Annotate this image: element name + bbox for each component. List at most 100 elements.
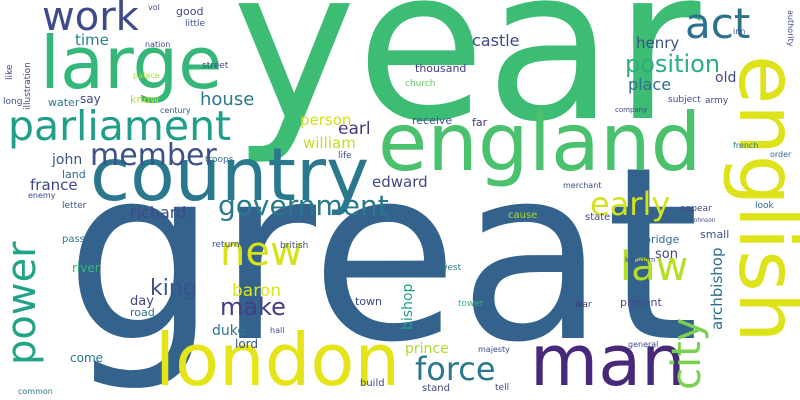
- word: large: [40, 21, 222, 105]
- word: france: [30, 176, 78, 194]
- word: far: [472, 116, 488, 129]
- word: parliament: [8, 102, 231, 150]
- word: land: [62, 168, 86, 181]
- word: baron: [232, 281, 281, 301]
- word: appear: [680, 204, 712, 214]
- word: water: [48, 96, 80, 109]
- word: william: [303, 134, 356, 152]
- word: church: [405, 79, 436, 89]
- word: little: [185, 19, 206, 29]
- word: king: [150, 276, 197, 301]
- word: country: [90, 133, 369, 218]
- word: earl: [338, 119, 371, 139]
- word: year: [232, 0, 701, 168]
- word: lord: [235, 337, 258, 351]
- word: make: [220, 293, 286, 321]
- word: look: [755, 201, 775, 211]
- word: johnson: [691, 217, 716, 224]
- word: man: [530, 320, 685, 400]
- word: return: [212, 240, 240, 250]
- word: hall: [270, 326, 284, 335]
- word: palace: [133, 71, 160, 80]
- word: government: [218, 189, 389, 222]
- word: army: [705, 96, 729, 106]
- word: enemy: [28, 191, 56, 200]
- word: city: [664, 318, 710, 390]
- word: place: [628, 75, 671, 94]
- word: law: [620, 244, 688, 290]
- word: time: [75, 31, 109, 49]
- word: british: [280, 241, 308, 251]
- word: authority: [786, 10, 795, 47]
- word: force: [415, 350, 496, 388]
- word: like: [5, 64, 15, 80]
- word: town: [355, 295, 382, 308]
- word: say: [80, 92, 101, 106]
- word: present: [620, 296, 663, 309]
- word: tell: [495, 383, 509, 393]
- word: century: [160, 106, 191, 115]
- word: new: [220, 229, 303, 275]
- word: prince: [405, 341, 449, 357]
- word: good: [176, 5, 203, 18]
- word: bridge: [644, 233, 680, 246]
- word: duke: [212, 323, 246, 339]
- word: know: [130, 93, 159, 106]
- word: come: [70, 351, 103, 365]
- word: majesty: [478, 345, 510, 354]
- word: archbishop: [708, 248, 726, 331]
- word: richard: [130, 203, 186, 222]
- word: build: [360, 378, 385, 389]
- word: french: [733, 141, 758, 150]
- word: house: [200, 89, 254, 110]
- word: troops: [205, 155, 234, 165]
- word: life: [338, 151, 352, 161]
- word: road: [130, 306, 155, 319]
- word: great: [65, 115, 700, 395]
- word: war: [575, 300, 592, 310]
- word: tower: [458, 299, 484, 309]
- word: act: [685, 0, 750, 48]
- word: small: [700, 228, 729, 241]
- word: river: [72, 261, 100, 275]
- word: power: [0, 241, 45, 365]
- word: pass: [62, 234, 85, 245]
- word: stand: [422, 383, 450, 394]
- word: west: [440, 263, 462, 273]
- word: street: [202, 61, 229, 71]
- word: long: [3, 97, 22, 107]
- word: english: [721, 55, 800, 343]
- word: castle: [472, 31, 520, 50]
- word: john: [51, 152, 82, 168]
- word: receive: [412, 114, 452, 127]
- word: early: [590, 185, 670, 223]
- word: order: [770, 150, 792, 159]
- word: inn: [733, 27, 745, 36]
- word: company: [615, 106, 647, 114]
- word: cause: [508, 210, 537, 221]
- word: bishop: [400, 283, 416, 330]
- word: person: [300, 111, 351, 129]
- word: old: [715, 70, 736, 86]
- word: member: [90, 138, 217, 173]
- word: state: [585, 212, 610, 223]
- word: son: [655, 247, 678, 262]
- word: henry: [636, 34, 679, 52]
- word: london: [155, 318, 400, 400]
- word: illustration: [23, 62, 33, 110]
- word: day: [130, 294, 154, 309]
- word: common: [18, 387, 53, 396]
- word: nation: [145, 40, 170, 49]
- word: subject: [668, 95, 701, 105]
- word: work: [42, 0, 140, 40]
- word: thousand: [415, 62, 466, 75]
- word: edward: [372, 173, 428, 191]
- word: england: [378, 96, 701, 189]
- word: merchant: [563, 181, 601, 190]
- word: vol: [148, 3, 160, 12]
- word: position: [625, 50, 720, 78]
- word: letter: [62, 201, 87, 211]
- word: general: [628, 340, 658, 349]
